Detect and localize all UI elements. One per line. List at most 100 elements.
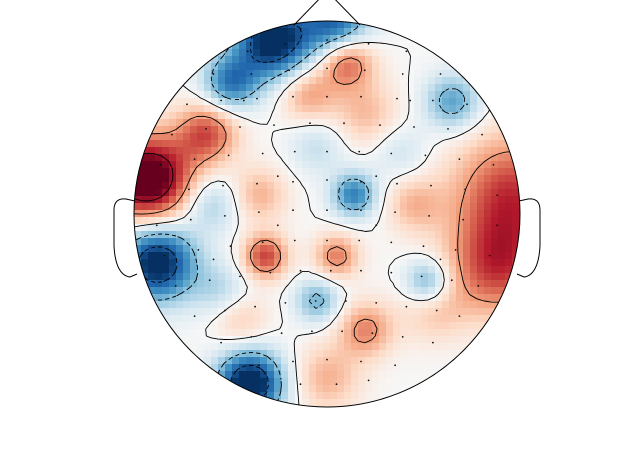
heatmap-cell <box>407 287 415 295</box>
heatmap-cell <box>302 266 310 274</box>
heatmap-cell <box>183 105 191 113</box>
heatmap-cell <box>169 210 177 218</box>
heatmap-cell <box>232 385 240 393</box>
heatmap-cell <box>309 287 317 295</box>
heatmap-cell <box>351 56 359 64</box>
heatmap-cell <box>365 259 373 267</box>
heatmap-cell <box>288 35 296 43</box>
sensor-dot <box>390 271 393 274</box>
heatmap-cell <box>358 84 366 92</box>
heatmap-cell <box>407 77 415 85</box>
sensor-dot <box>379 124 381 126</box>
heatmap-cell <box>197 280 205 288</box>
heatmap-cell <box>372 203 380 211</box>
heatmap-cell <box>379 252 387 260</box>
heatmap-cell <box>260 259 268 267</box>
heatmap-cell <box>463 196 471 204</box>
heatmap-cell <box>316 252 324 260</box>
heatmap-cell <box>169 238 177 246</box>
heatmap-cell <box>316 287 324 295</box>
heatmap-cell <box>442 210 450 218</box>
sensor-dot <box>197 249 200 251</box>
heatmap-cell <box>295 77 303 85</box>
heatmap-cell <box>393 35 401 43</box>
heatmap-cell <box>344 273 352 281</box>
heatmap-cell <box>246 224 254 232</box>
heatmap-cell <box>309 252 317 260</box>
heatmap-cell <box>337 168 345 176</box>
sensor-dot <box>375 175 378 178</box>
heatmap-cell <box>519 182 520 190</box>
heatmap-cell <box>344 210 352 218</box>
heatmap-cell <box>365 98 373 106</box>
heatmap-cell <box>267 168 275 176</box>
heatmap-cell <box>456 98 464 106</box>
heatmap-cell <box>386 343 394 351</box>
heatmap-cell <box>337 203 345 211</box>
heatmap-cell <box>365 126 373 134</box>
heatmap-cell <box>498 147 506 155</box>
heatmap-cell <box>414 203 422 211</box>
heatmap-cell <box>274 175 282 183</box>
heatmap-cell <box>190 203 198 211</box>
heatmap-cell <box>393 168 401 176</box>
heatmap-cell <box>379 343 387 351</box>
heatmap-cell <box>211 217 219 225</box>
heatmap-cell <box>379 140 387 148</box>
heatmap-cell <box>330 350 338 358</box>
heatmap-cell <box>281 112 289 120</box>
heatmap-cell <box>456 175 464 183</box>
heatmap-cell <box>470 196 478 204</box>
heatmap-cell <box>155 119 163 127</box>
heatmap-cell <box>337 196 345 204</box>
heatmap-cell <box>484 105 492 113</box>
sensor-dot <box>292 180 294 183</box>
heatmap-cell <box>260 161 268 169</box>
heatmap-cell <box>358 98 366 106</box>
heatmap-cell <box>407 294 415 302</box>
sensor-dot <box>250 73 253 75</box>
heatmap-cell <box>484 315 492 323</box>
heatmap-cell <box>316 378 324 386</box>
heatmap-cell <box>484 280 492 288</box>
heatmap-cell <box>176 266 184 274</box>
heatmap-cell <box>351 231 359 239</box>
heatmap-cell <box>309 168 317 176</box>
heatmap-cell <box>148 175 156 183</box>
heatmap-cell <box>288 301 296 309</box>
heatmap-cell <box>274 140 282 148</box>
heatmap-cell <box>190 259 198 267</box>
heatmap-cell <box>344 322 352 330</box>
heatmap-cell <box>449 105 457 113</box>
heatmap-cell <box>295 273 303 281</box>
heatmap-cell <box>211 308 219 316</box>
heatmap-cell <box>288 287 296 295</box>
heatmap-cell <box>393 217 401 225</box>
heatmap-cell <box>323 336 331 344</box>
heatmap-cell <box>365 112 373 120</box>
heatmap-cell <box>344 343 352 351</box>
heatmap-cell <box>323 315 331 323</box>
heatmap-cell <box>365 224 373 232</box>
heatmap-cell <box>379 147 387 155</box>
heatmap-cell <box>197 308 205 316</box>
heatmap-cell <box>407 224 415 232</box>
heatmap-cell <box>246 371 254 379</box>
heatmap-cell <box>386 245 394 253</box>
heatmap-cell <box>309 133 317 141</box>
heatmap-cell <box>148 154 156 162</box>
heatmap-cell <box>512 238 520 246</box>
heatmap-cell <box>351 364 359 372</box>
heatmap-cell <box>365 42 373 50</box>
heatmap-cell <box>246 35 254 43</box>
heatmap-cell <box>134 245 142 253</box>
heatmap-cell <box>442 287 450 295</box>
heatmap-cell <box>260 273 268 281</box>
heatmap-cell <box>232 315 240 323</box>
heatmap-cell <box>141 133 149 141</box>
heatmap-cell <box>148 217 156 225</box>
heatmap-cell <box>449 350 457 358</box>
heatmap-cell <box>197 147 205 155</box>
heatmap-cell <box>421 287 429 295</box>
heatmap-cell <box>379 238 387 246</box>
